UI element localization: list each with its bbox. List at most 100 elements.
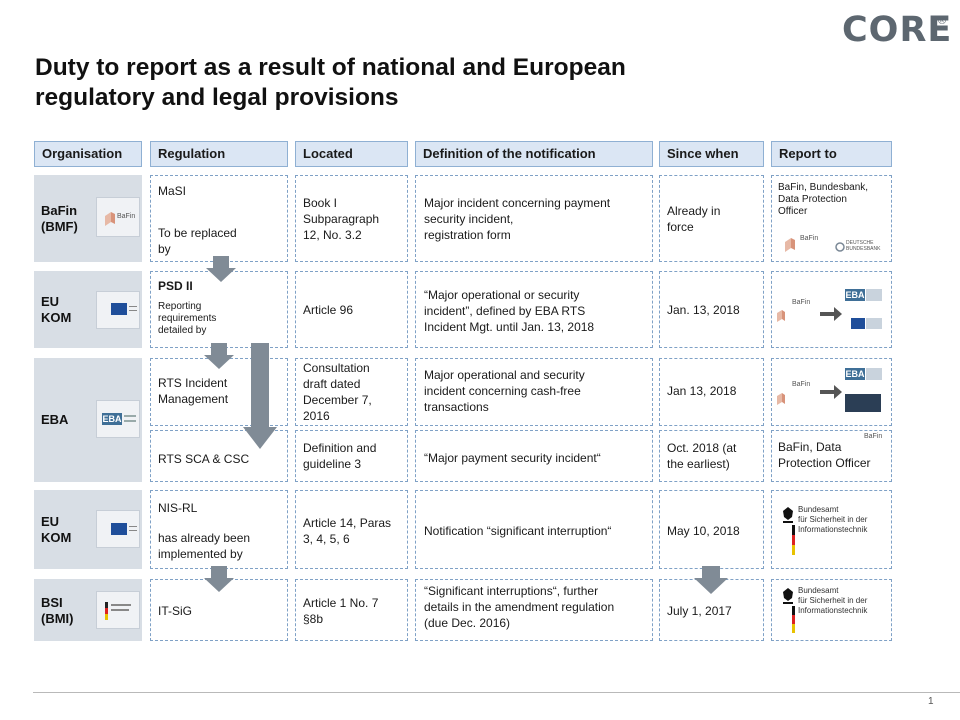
eu-flag-icon bbox=[851, 318, 865, 329]
bundesbank-logo-icon bbox=[835, 242, 845, 252]
report-to-cell: BaFin EBA bbox=[771, 271, 892, 348]
header-regulation: Regulation bbox=[150, 141, 288, 167]
page-title-line1: Duty to report as a result of national a… bbox=[35, 54, 626, 81]
regulation-cell-psd2: PSD II Reporting requirements detailed b… bbox=[150, 271, 288, 348]
long-down-arrow-icon bbox=[243, 343, 277, 449]
definition-cell: “Major payment security incident“ bbox=[415, 430, 653, 482]
definition-cell: Major incident concerning payment securi… bbox=[415, 175, 653, 262]
eu-flag-icon bbox=[111, 523, 127, 535]
located-cell: Article 14, Paras 3, 4, 5, 6 bbox=[295, 490, 408, 569]
bsi-logo-icon bbox=[96, 591, 140, 629]
eba-logo-text: EBA bbox=[102, 413, 122, 425]
eba-logo-icon: EBA bbox=[96, 400, 140, 438]
eu-commission-logo-icon bbox=[96, 510, 140, 548]
registered-mark: ® bbox=[938, 15, 947, 27]
org-label: EBA bbox=[41, 412, 69, 427]
since-text: Oct. 2018 (at the earliest) bbox=[667, 441, 737, 471]
since-text: May 10, 2018 bbox=[667, 524, 740, 538]
since-text: Already in force bbox=[667, 204, 721, 234]
definition-text: “Major operational or security incident”… bbox=[424, 288, 595, 334]
arrow-right-icon bbox=[820, 312, 836, 316]
bafin-logo-text: BaFin bbox=[792, 299, 811, 306]
located-cell: Article 1 No. 7 §8b bbox=[295, 579, 408, 641]
down-arrow-icon bbox=[204, 343, 234, 369]
header-organisation: Organisation bbox=[34, 141, 142, 167]
org-cell-eu-kom-1: EU KOM bbox=[34, 271, 142, 348]
definition-text: Major operational and security incident … bbox=[424, 368, 585, 414]
down-arrow-icon bbox=[206, 256, 236, 282]
regulation-name: PSD II bbox=[158, 279, 193, 293]
since-cell: Oct. 2018 (at the earliest) bbox=[659, 430, 764, 482]
org-label: BaFin (BMF) bbox=[41, 203, 78, 234]
located-text: Definition and guideline 3 bbox=[303, 441, 377, 471]
definition-text: Major incident concerning payment securi… bbox=[424, 196, 611, 242]
bafin-logo-icon bbox=[785, 238, 795, 252]
eu-commission-logo-icon bbox=[96, 291, 140, 329]
page-title-line2: regulatory and legal provisions bbox=[35, 84, 399, 111]
regulation-cell-masi: MaSI To be replaced by bbox=[150, 175, 288, 262]
located-text: Article 14, Paras 3, 4, 5, 6 bbox=[303, 516, 392, 546]
bafin-logo-icon bbox=[777, 393, 785, 405]
regulation-note: To be replaced by bbox=[158, 226, 237, 256]
page-number: 1 bbox=[928, 696, 934, 707]
report-to-cell: Bundesamt für Sicherheit in der Informat… bbox=[771, 579, 892, 641]
definition-cell: Major operational and security incident … bbox=[415, 358, 653, 426]
arrow-right-icon bbox=[820, 390, 836, 394]
down-arrow-icon bbox=[694, 566, 728, 594]
located-cell: Consultation draft dated December 7, 201… bbox=[295, 358, 408, 426]
header-report-to: Report to bbox=[771, 141, 892, 167]
bafin-logo-icon bbox=[777, 310, 785, 322]
report-to-cell: BaFin, Data Protection Officer BaFin bbox=[771, 430, 892, 482]
bafin-logo-text: BaFin bbox=[117, 213, 136, 220]
eba-logo-text: EBA bbox=[845, 368, 865, 380]
page-title: Duty to report as a result of national a… bbox=[35, 53, 795, 113]
org-label: EU KOM bbox=[41, 514, 72, 545]
org-cell-eu-kom-2: EU KOM bbox=[34, 490, 142, 569]
eba-building-image bbox=[845, 394, 881, 412]
definition-text: “Major payment security incident“ bbox=[424, 451, 601, 465]
bafin-logo-text: BaFin bbox=[800, 235, 819, 242]
header-definition: Definition of the notification bbox=[415, 141, 653, 167]
definition-text: Notification “significant interruption“ bbox=[424, 524, 612, 538]
eu-flag-icon bbox=[111, 303, 127, 315]
since-cell: Jan. 13, 2018 bbox=[659, 271, 764, 348]
regulation-note: Reporting requirements detailed by bbox=[158, 301, 217, 336]
since-cell: Already in force bbox=[659, 175, 764, 262]
bafin-logo-icon: BaFin bbox=[96, 197, 140, 237]
report-to-cell: BaFin, Bundesbank, Data Protection Offic… bbox=[771, 175, 892, 262]
regulation-name: RTS Incident Management bbox=[158, 376, 229, 406]
federal-eagle-icon bbox=[783, 588, 795, 633]
located-text: Consultation draft dated December 7, 201… bbox=[303, 361, 372, 423]
core-logo: CORE bbox=[842, 10, 953, 50]
regulation-cell-nis-rl: NIS-RL has already been implemented by bbox=[150, 490, 288, 569]
regulation-name: RTS SCA & CSC bbox=[158, 452, 250, 466]
header-since-when: Since when bbox=[659, 141, 764, 167]
bafin-logo-text: BaFin bbox=[792, 381, 811, 388]
regulation-name: IT-SiG bbox=[158, 604, 193, 618]
since-text: July 1, 2017 bbox=[667, 604, 732, 618]
bsi-logo-text: Bundesamt für Sicherheit in der Informat… bbox=[798, 586, 868, 615]
org-cell-bsi: BSI (BMI) bbox=[34, 579, 142, 641]
since-text: Jan. 13, 2018 bbox=[667, 303, 740, 317]
located-text: Article 96 bbox=[303, 303, 354, 317]
located-text: Book I Subparagraph 12, No. 3.2 bbox=[303, 196, 380, 242]
org-label: BSI (BMI) bbox=[41, 595, 74, 626]
located-cell: Book I Subparagraph 12, No. 3.2 bbox=[295, 175, 408, 262]
org-label: EU KOM bbox=[41, 294, 72, 325]
report-to-cell: BaFin EBA bbox=[771, 358, 892, 426]
since-cell: Jan 13, 2018 bbox=[659, 358, 764, 426]
definition-cell: Notification “significant interruption“ bbox=[415, 490, 653, 569]
regulation-note: has already been implemented by bbox=[158, 531, 251, 561]
footer-divider bbox=[33, 692, 960, 693]
definition-text: “Significant interruptions“, further det… bbox=[424, 584, 615, 630]
org-cell-bafin: BaFin (BMF) BaFin bbox=[34, 175, 142, 262]
located-cell: Definition and guideline 3 bbox=[295, 430, 408, 482]
eba-logo-text: EBA bbox=[845, 289, 865, 301]
report-to-text: BaFin, Bundesbank, Data Protection Offic… bbox=[778, 182, 869, 217]
definition-cell: “Major operational or security incident”… bbox=[415, 271, 653, 348]
bsi-logo-text: Bundesamt für Sicherheit in der Informat… bbox=[798, 505, 868, 534]
since-cell: May 10, 2018 bbox=[659, 490, 764, 569]
report-to-text: BaFin, Data Protection Officer bbox=[778, 440, 871, 470]
header-located: Located bbox=[295, 141, 408, 167]
report-to-cell: Bundesamt für Sicherheit in der Informat… bbox=[771, 490, 892, 569]
